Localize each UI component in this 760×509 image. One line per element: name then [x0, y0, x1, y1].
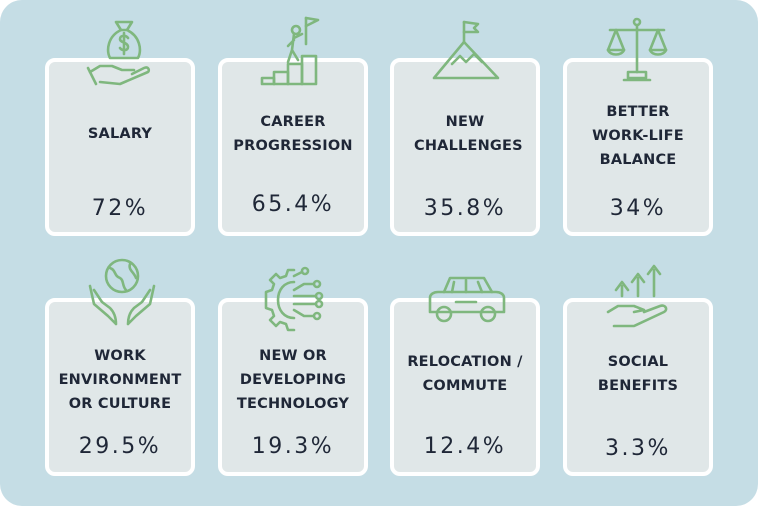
- car-icon: [426, 274, 508, 324]
- card-value: 34%: [609, 196, 667, 221]
- card-new-challenges: NEW CHALLENGES 35.8%: [390, 58, 540, 236]
- card-label: WORK ENVIRONMENT OR CULTURE: [58, 348, 182, 412]
- globe-hands-icon: [86, 256, 158, 328]
- hand-growth-arrows-icon: [604, 262, 676, 334]
- card-salary: SALARY 72%: [45, 58, 195, 236]
- mountain-flag-icon: [430, 18, 502, 82]
- card-work-life-balance: BETTER WORK-LIFE BALANCE 34%: [563, 58, 713, 236]
- card-label: NEW CHALLENGES: [414, 114, 523, 154]
- card-work-environment: WORK ENVIRONMENT OR CULTURE 29.5%: [45, 298, 195, 476]
- card-new-technology: NEW OR DEVELOPING TECHNOLOGY 19.3%: [218, 298, 368, 476]
- card-label: RELOCATION / COMMUTE: [407, 354, 523, 394]
- card-career-progression: CAREER PROGRESSION 65.4%: [218, 58, 368, 236]
- card-label: NEW OR DEVELOPING TECHNOLOGY: [236, 348, 350, 412]
- card-label: SOCIAL BENEFITS: [597, 354, 679, 394]
- card-relocation-commute: RELOCATION / COMMUTE 12.4%: [390, 298, 540, 476]
- scales-icon: [604, 16, 670, 84]
- card-value: 12.4%: [423, 434, 507, 459]
- card-value: 19.3%: [251, 434, 335, 459]
- card-value: 35.8%: [423, 196, 507, 221]
- tech-circuit-icon: [258, 264, 330, 336]
- card-label: BETTER WORK-LIFE BALANCE: [592, 104, 684, 168]
- career-ladder-flag-icon: [258, 14, 330, 86]
- card-label: SALARY: [87, 126, 153, 142]
- card-social-benefits: SOCIAL BENEFITS 3.3%: [563, 298, 713, 476]
- card-label: CAREER PROGRESSION: [233, 114, 353, 154]
- card-value: 3.3%: [605, 436, 671, 461]
- card-value: 29.5%: [78, 434, 162, 459]
- card-value: 65.4%: [251, 192, 335, 217]
- money-bag-hand-icon: [86, 16, 158, 88]
- card-value: 72%: [91, 196, 149, 221]
